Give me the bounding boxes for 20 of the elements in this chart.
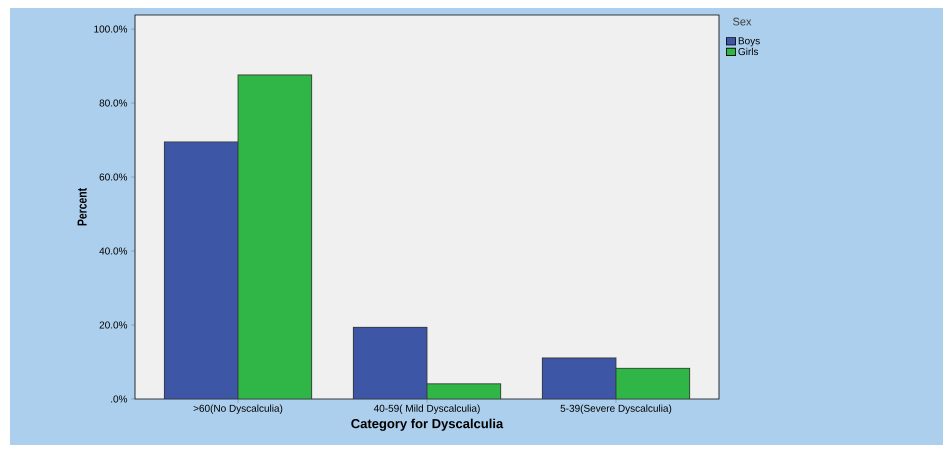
x-tick-label: >60(No Dyscalculia) — [194, 404, 282, 414]
y-tick-label: .0% — [111, 395, 128, 403]
bar — [542, 358, 616, 399]
x-tick-label: 40-59( Mild Dyscalculia) — [374, 404, 480, 414]
bar — [238, 74, 312, 399]
legend-label: Girls — [738, 48, 758, 56]
y-tick-label: 100.0% — [94, 26, 128, 33]
legend-title: Sex — [733, 18, 752, 26]
bar — [164, 142, 238, 399]
bar — [352, 326, 428, 399]
x-tick-label: 5-39(Severe Dyscalculia) — [560, 404, 672, 414]
bar — [426, 383, 502, 399]
y-tick-label: 20.0% — [100, 321, 128, 329]
x-axis-title: Category for Dyscalculia — [351, 418, 504, 431]
y-tick-label: 60.0% — [100, 173, 128, 181]
bar — [616, 368, 690, 399]
y-tick-label: 80.0% — [100, 100, 128, 107]
y-tick-label: 40.0% — [99, 247, 128, 255]
y-axis-title: Percent — [78, 188, 87, 226]
legend-label: Boys — [738, 37, 760, 46]
